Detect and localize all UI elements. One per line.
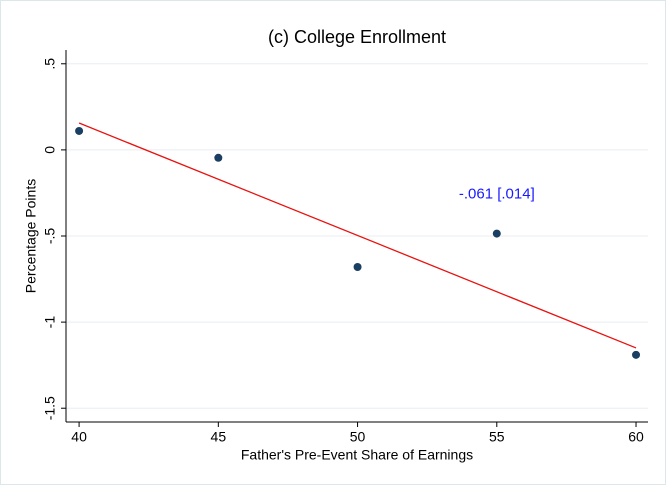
y-tick-label: .5: [42, 58, 58, 70]
fit-line: [78, 122, 637, 349]
annotation: -.061 [.014]: [459, 186, 535, 203]
point: [214, 153, 223, 162]
x-tick-label: 50: [350, 429, 366, 445]
point: [492, 229, 501, 238]
y-tick-label: -.5: [42, 228, 58, 245]
x-tick-label: 55: [489, 429, 505, 445]
x-tick-label: 45: [211, 429, 227, 445]
y-tick-label: -1: [42, 316, 58, 329]
x-tick-label: 40: [71, 429, 87, 445]
y-axis-label: Percentage Points: [23, 179, 39, 293]
y-tick-label: -1.5: [42, 396, 58, 420]
x-axis-label: Father's Pre-Event Share of Earnings: [241, 447, 473, 463]
chart-title: (c) College Enrollment: [268, 27, 446, 47]
y-tick-label: 0: [42, 146, 58, 154]
point: [353, 263, 362, 271]
point: [632, 350, 641, 359]
point: [75, 126, 84, 135]
x-tick-label: 60: [628, 429, 644, 445]
